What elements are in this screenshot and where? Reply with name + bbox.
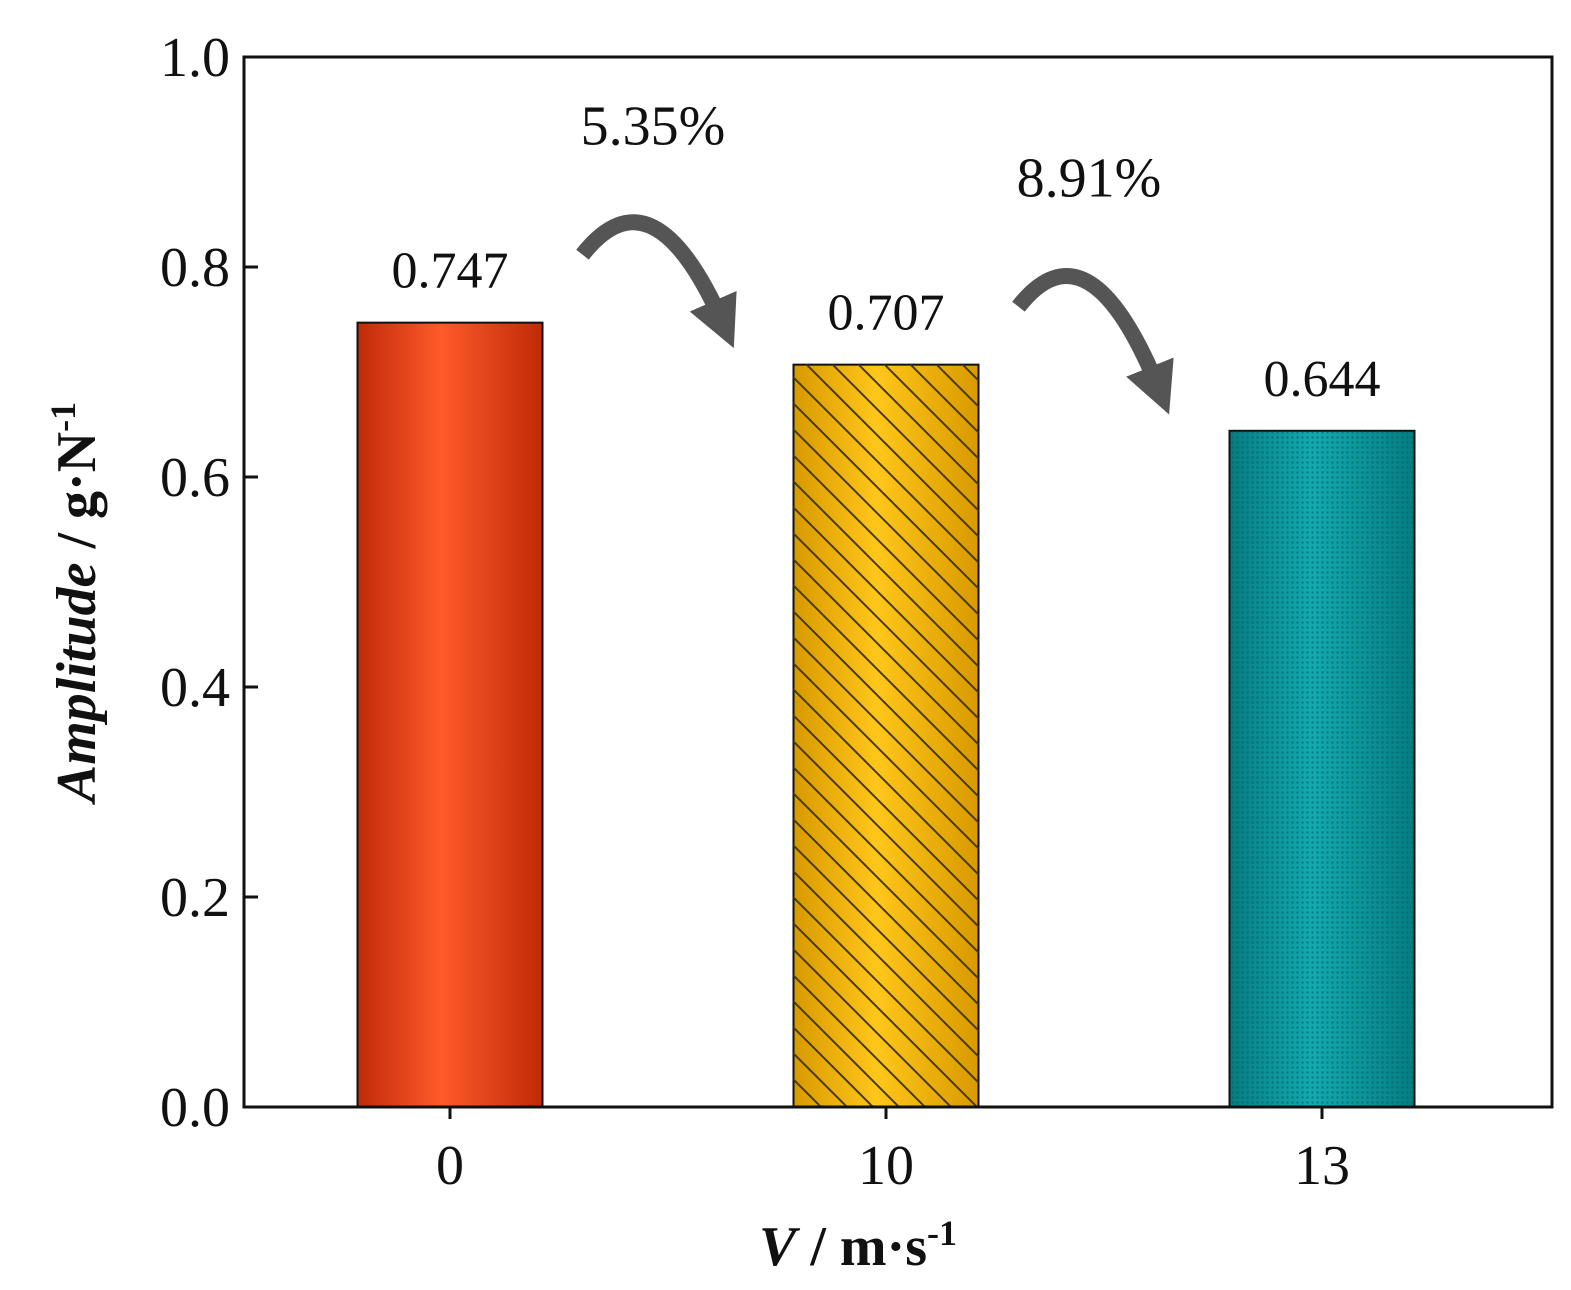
value-label-0: 0.747 [392, 243, 509, 300]
y-tick-label: 0.6 [160, 447, 230, 509]
y-tick-label: 1.0 [160, 27, 230, 89]
value-label-13: 0.644 [1264, 351, 1381, 408]
decrease-arrow [576, 214, 737, 349]
x-axis-unit-exponent: -1 [927, 1213, 957, 1253]
data-labels: 0.747 0.707 0.644 [392, 243, 1381, 408]
value-label-10: 0.707 [828, 285, 945, 342]
decrease-arrow [1012, 268, 1174, 415]
y-tick-label: 0.8 [160, 237, 230, 299]
percent-change-label: 8.91% [1017, 148, 1162, 210]
plot-border [242, 55, 1554, 1109]
y-tick-label: 0.0 [160, 1077, 230, 1139]
annotations: 5.35% 8.91% [576, 96, 1174, 415]
x-axis-ticks: 0 10 13 [436, 1107, 1350, 1197]
bar-pattern-13 [1229, 430, 1415, 1107]
y-axis-unit: / g·N [46, 432, 108, 563]
percent-change-label: 5.35% [581, 96, 726, 158]
x-axis-variable: V [759, 1216, 801, 1278]
x-tick-label: 0 [436, 1135, 464, 1197]
x-axis-title: V / m·s-1 [759, 1213, 957, 1278]
x-axis-unit: / m·s [796, 1216, 927, 1278]
y-axis-variable: Amplitude [46, 563, 108, 806]
bar-pattern-10 [793, 364, 979, 1107]
bars-group [356, 321, 1416, 1108]
y-axis-unit-exponent: -1 [43, 402, 83, 432]
bar-0 [356, 321, 544, 1108]
y-axis-ticks: 0.0 0.2 0.4 0.6 0.8 1.0 [160, 27, 258, 1139]
x-tick-label: 13 [1294, 1135, 1350, 1197]
x-tick-label: 10 [858, 1135, 914, 1197]
y-tick-label: 0.2 [160, 867, 230, 929]
y-tick-label: 0.4 [160, 657, 230, 719]
plot-frame [242, 55, 1554, 1109]
y-axis-title: Amplitude / g·N-1 [43, 402, 108, 805]
